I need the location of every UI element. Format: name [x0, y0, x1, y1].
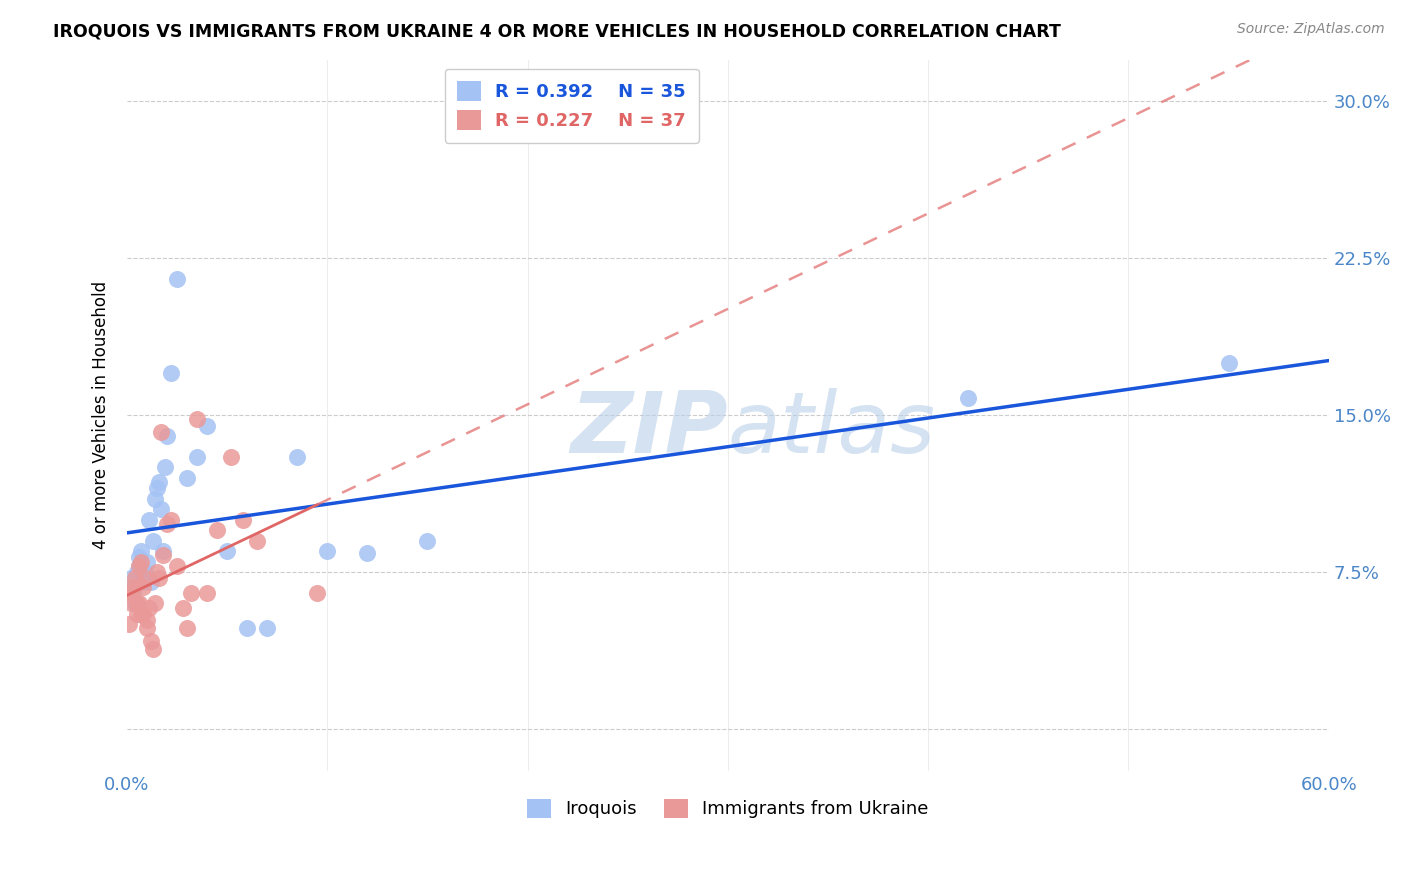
Point [129, 607, 152, 621]
Point [138, 513, 160, 527]
Point [176, 622, 198, 636]
Point [219, 450, 242, 464]
Point [195, 586, 218, 600]
Point [122, 586, 145, 600]
Point [246, 533, 269, 548]
Point [139, 575, 162, 590]
Text: ZIP: ZIP [571, 388, 728, 471]
Text: Source: ZipAtlas.com: Source: ZipAtlas.com [1237, 22, 1385, 37]
Point [176, 471, 198, 485]
Point [416, 533, 439, 548]
Point [316, 544, 339, 558]
Text: IROQUOIS VS IMMIGRANTS FROM UKRAINE 4 OR MORE VEHICLES IN HOUSEHOLD CORRELATION : IROQUOIS VS IMMIGRANTS FROM UKRAINE 4 OR… [53, 22, 1062, 40]
Point [150, 425, 173, 439]
Point [125, 565, 148, 579]
Point [148, 475, 170, 489]
Point [307, 586, 329, 600]
Point [153, 460, 176, 475]
Point [232, 513, 254, 527]
Text: atlas: atlas [728, 388, 936, 471]
Point [143, 491, 166, 506]
Point [285, 450, 308, 464]
Point [122, 580, 145, 594]
Point [152, 544, 174, 558]
Point [148, 571, 170, 585]
Point [160, 367, 183, 381]
Point [132, 580, 155, 594]
Point [166, 272, 188, 286]
Point [128, 550, 150, 565]
Point [118, 580, 141, 594]
Point [146, 481, 169, 495]
Point [120, 586, 142, 600]
Point [128, 596, 150, 610]
Point [152, 549, 174, 563]
Point [136, 622, 159, 636]
Point [217, 544, 239, 558]
Point [205, 523, 228, 537]
Point [128, 558, 150, 573]
Point [129, 544, 152, 558]
Point [139, 634, 162, 648]
Point [180, 586, 202, 600]
Point [120, 596, 142, 610]
Point [146, 565, 169, 579]
Point [134, 571, 156, 585]
Point [256, 622, 278, 636]
Point [125, 607, 148, 621]
Point [124, 596, 146, 610]
Legend: Iroquois, Immigrants from Ukraine: Iroquois, Immigrants from Ukraine [520, 791, 935, 826]
Point [236, 622, 259, 636]
Point [160, 513, 183, 527]
Point [957, 392, 980, 406]
Y-axis label: 4 or more Vehicles in Household: 4 or more Vehicles in Household [93, 281, 110, 549]
Point [136, 613, 159, 627]
Point [142, 642, 165, 657]
Point [128, 558, 150, 573]
Point [186, 450, 208, 464]
Point [1218, 356, 1240, 370]
Point [186, 412, 208, 426]
Point [132, 607, 155, 621]
Point [143, 596, 166, 610]
Point [132, 575, 155, 590]
Point [129, 555, 152, 569]
Point [195, 418, 218, 433]
Point [120, 571, 142, 585]
Point [356, 546, 378, 560]
Point [118, 617, 141, 632]
Point [136, 555, 159, 569]
Point [172, 600, 194, 615]
Point [142, 533, 165, 548]
Point [156, 429, 179, 443]
Point [138, 600, 160, 615]
Point [150, 502, 173, 516]
Point [156, 516, 179, 531]
Point [166, 558, 188, 573]
Point [124, 571, 146, 585]
Point [125, 596, 148, 610]
Point [134, 565, 156, 579]
